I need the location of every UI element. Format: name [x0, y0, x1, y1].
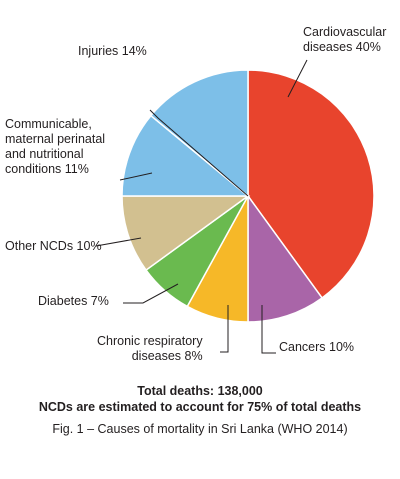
slice-label-cancers: Cancers 10% — [279, 340, 355, 354]
figure-caption: Fig. 1 – Causes of mortality in Sri Lank… — [52, 422, 348, 436]
slice-label-diabetes: Diabetes 7% — [38, 294, 109, 308]
pie-slice-communicable-maternal-perinatal-and-nutritional-conditions — [121, 114, 251, 197]
total-deaths-text: Total deaths: 138,000 — [137, 384, 263, 398]
slice-label-chronic-respiratory: Chronic respiratory diseases 8% — [97, 334, 203, 363]
leader-line-other-ncds — [95, 237, 142, 247]
slice-label-other-ncds: Other NCDs 10% — [5, 239, 102, 253]
slice-label-cardiovascular: Cardiovascular diseases 40% — [303, 25, 387, 54]
ncd-note-text: NCDs are estimated to account for 75% of… — [38, 400, 362, 414]
leader-line-injuries — [149, 109, 249, 197]
pie-slices — [121, 69, 375, 323]
pie-slice-cancers — [247, 193, 324, 323]
leader-lines — [95, 59, 308, 354]
leader-line-cancers — [261, 305, 276, 354]
leader-line-cardiovascular — [287, 59, 308, 98]
leader-line-communicable — [119, 172, 153, 181]
leader-line-diabetes — [123, 283, 179, 304]
leader-line-chronic-respiratory — [220, 305, 229, 353]
pie-slice-injuries — [149, 69, 249, 198]
slice-label-injuries: Injuries 14% — [78, 44, 147, 58]
pie-slice-other-ncds — [121, 195, 251, 272]
pie-slice-cardiovascular-diseases — [247, 69, 375, 299]
slice-label-communicable: Communicable, maternal perinatal and nut… — [5, 117, 106, 176]
pie-chart — [95, 59, 375, 354]
